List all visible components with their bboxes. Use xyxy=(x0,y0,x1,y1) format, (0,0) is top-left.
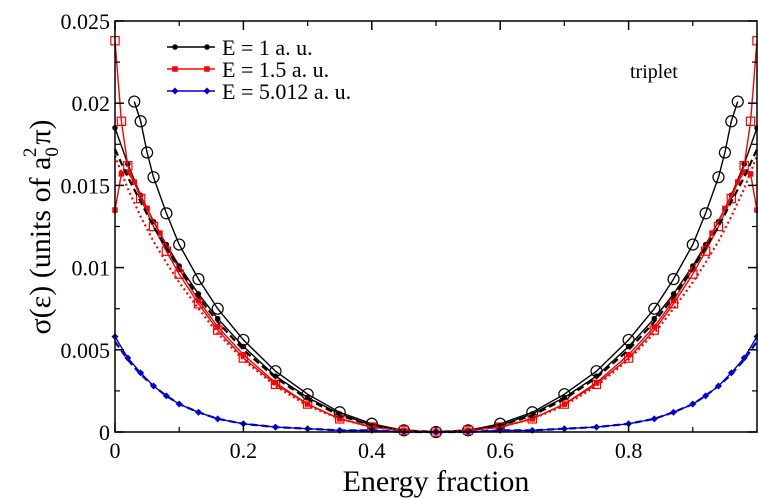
data-point xyxy=(147,171,160,184)
data-point xyxy=(211,302,224,315)
data-point xyxy=(591,379,602,390)
y-tick-label: 0.02 xyxy=(72,91,111,116)
data-point xyxy=(124,354,132,362)
data-point xyxy=(123,160,133,171)
data-point xyxy=(157,230,163,236)
x-tick-label: 0.8 xyxy=(615,438,643,463)
data-point xyxy=(141,146,154,159)
data-point xyxy=(725,115,738,128)
series-group xyxy=(114,340,758,434)
legend-marker xyxy=(172,44,178,50)
y-axis-title-subscript: 0 xyxy=(42,147,63,157)
data-point xyxy=(754,207,758,213)
legend-marker xyxy=(172,66,178,72)
data-point xyxy=(144,205,150,212)
data-point xyxy=(718,146,732,159)
data-point xyxy=(747,171,754,177)
data-point xyxy=(238,353,249,363)
data-point xyxy=(125,169,131,175)
data-point xyxy=(699,207,712,220)
data-point xyxy=(745,116,756,127)
data-point xyxy=(625,351,632,358)
data-point xyxy=(670,297,677,304)
legend-label: E = 5.012 a. u. xyxy=(222,79,351,104)
y-axis-title: σ(ε) (units of a02 π) xyxy=(20,119,63,334)
legend-label: E = 1.5 a. u. xyxy=(222,57,329,82)
data-point xyxy=(712,171,725,184)
legend-label: E = 1 a. u. xyxy=(222,35,313,60)
y-tick-label: 0.005 xyxy=(61,338,111,363)
data-point xyxy=(192,273,205,286)
x-tick-label: 0.6 xyxy=(486,438,514,463)
data-point xyxy=(160,207,173,220)
x-tick-label: 0.2 xyxy=(230,438,258,463)
data-point xyxy=(116,116,127,127)
data-point xyxy=(240,351,247,358)
data-point xyxy=(713,221,724,232)
data-point xyxy=(622,333,635,347)
y-axis-title-end: π) xyxy=(24,119,57,144)
data-point xyxy=(593,379,600,386)
legend: E = 1 a. u.E = 1.5 a. u.E = 5.012 a. u. xyxy=(167,35,351,104)
series-line xyxy=(114,340,758,434)
data-point xyxy=(700,246,711,256)
data-point xyxy=(731,95,744,108)
data-point xyxy=(134,115,147,128)
y-tick-label: 0.025 xyxy=(61,9,111,34)
data-point xyxy=(272,379,279,386)
legend-marker xyxy=(171,87,179,95)
data-point xyxy=(128,95,141,108)
data-point xyxy=(651,324,658,330)
data-point xyxy=(709,230,715,236)
data-point xyxy=(195,297,202,304)
data-point xyxy=(118,171,125,177)
y-tick-label: 0.01 xyxy=(72,256,111,281)
x-tick-label: 0.4 xyxy=(358,438,386,463)
data-point xyxy=(722,205,728,212)
ticks-layer: 0 0.2 0.4 0.6 0.8 0 0.005 0.01 0.015 0.02 0.025 xyxy=(61,9,757,463)
x-tick-label: 0 xyxy=(110,438,121,463)
data-point xyxy=(686,238,699,251)
data-point xyxy=(667,273,680,286)
data-point xyxy=(214,324,221,330)
data-point xyxy=(270,379,281,390)
data-point xyxy=(648,302,661,315)
x-axis-title: Energy fraction xyxy=(343,465,530,498)
data-point xyxy=(623,353,634,363)
legend-marker xyxy=(204,66,210,72)
data-point xyxy=(741,169,747,175)
y-tick-label: 0 xyxy=(99,420,110,445)
legend-marker xyxy=(204,44,210,50)
y-axis-title-superscript: 2 xyxy=(20,148,41,158)
data-point xyxy=(148,221,159,232)
legend-marker xyxy=(203,87,211,95)
annotation-triplet: triplet xyxy=(630,61,678,83)
data-point xyxy=(173,238,186,251)
y-tick-label: 0.015 xyxy=(61,173,111,198)
y-axis-title-main: σ(ε) (units of a xyxy=(24,157,57,335)
data-point xyxy=(214,415,222,423)
data-point xyxy=(526,406,539,419)
data-point xyxy=(237,333,250,347)
